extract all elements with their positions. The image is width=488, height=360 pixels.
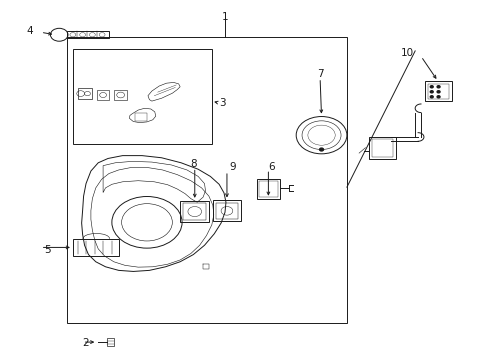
Circle shape (436, 91, 439, 93)
Circle shape (436, 96, 439, 98)
Bar (427, 84, 448, 99)
Text: 2: 2 (82, 338, 89, 348)
Bar (212, 201, 241, 221)
Bar (73, 49, 211, 144)
Bar (114, 90, 127, 100)
Bar (66, 37, 346, 323)
Circle shape (436, 86, 439, 88)
Bar (256, 179, 280, 199)
Bar (215, 203, 238, 219)
Text: 9: 9 (228, 162, 235, 172)
Bar (180, 201, 209, 222)
Text: 5: 5 (43, 245, 50, 255)
Text: 7: 7 (316, 69, 323, 79)
Bar (73, 239, 119, 256)
Text: 8: 8 (190, 159, 196, 169)
Bar (135, 113, 147, 121)
Bar (424, 81, 451, 101)
Text: 6: 6 (267, 162, 274, 172)
Circle shape (429, 96, 432, 98)
Bar (368, 137, 395, 159)
Bar (67, 31, 109, 39)
Text: 4: 4 (26, 26, 33, 36)
Text: 3: 3 (219, 98, 225, 108)
Text: 1: 1 (221, 12, 228, 22)
Bar (107, 338, 114, 346)
Bar (259, 181, 277, 197)
Bar (97, 90, 109, 100)
Circle shape (429, 91, 432, 93)
Circle shape (319, 148, 323, 151)
Bar (371, 139, 392, 157)
Circle shape (429, 86, 432, 88)
Bar (183, 203, 206, 220)
Text: 10: 10 (401, 48, 413, 58)
Bar (78, 88, 92, 99)
